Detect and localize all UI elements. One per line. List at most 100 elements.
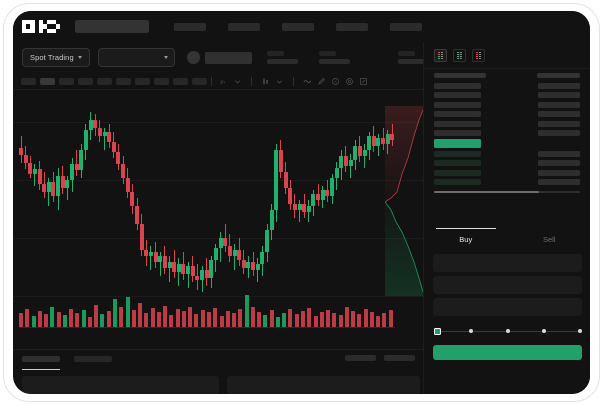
logo-cell [51,28,56,33]
volume-bar [250,307,255,327]
orderbook-ask-row[interactable] [434,119,580,129]
submit-order-button[interactable] [433,345,582,360]
timeframe-button-6[interactable] [116,77,131,85]
price-field[interactable] [433,254,582,272]
timeframe-button-1[interactable] [21,77,36,85]
candle-body [255,264,260,270]
candle-body [83,130,88,150]
volume-bar [200,310,205,327]
orders-action-1[interactable] [345,355,376,361]
market-type-dropdown[interactable]: Spot Trading [22,48,90,67]
chart-type-chevron-icon[interactable] [275,77,284,86]
orderbook-scrollbar[interactable] [434,191,580,193]
timeframe-button-4[interactable] [78,77,93,85]
candle-wick [350,154,352,178]
orderbook-ask-row[interactable] [434,91,580,101]
candle-body [218,238,223,248]
order-tab-buy[interactable]: Buy [424,228,508,250]
candle-body [251,262,256,270]
timeframe-button-9[interactable] [173,77,188,85]
nav-item-4[interactable] [336,22,368,31]
volume-bar [332,313,337,327]
order-tab-sell[interactable]: Sell [542,235,556,244]
timeframe-button-5[interactable] [97,77,112,85]
nav-item-3[interactable] [282,22,314,31]
candle-body [107,132,112,142]
volume-bar [150,308,155,327]
orderbook-mode-asks[interactable] [472,49,485,62]
volume-bar [50,307,55,327]
volume-bar [225,311,230,327]
magnet-icon[interactable] [331,77,340,86]
orders-action-2[interactable] [384,355,415,361]
volume-bar [238,309,243,327]
amount-percent-slider[interactable] [434,327,582,336]
okx-logo[interactable] [22,20,64,33]
candle-body [60,176,65,188]
orderbook-rows[interactable] [424,81,590,187]
amount-field[interactable] [433,276,582,294]
volume-bar [363,309,368,327]
orders-tab-1[interactable] [22,355,60,362]
price-chart[interactable] [13,90,423,349]
trading-pair-dropdown[interactable] [97,48,175,67]
timeframe-button-7[interactable] [135,77,150,85]
settings-gear-icon[interactable] [345,77,354,86]
timeframe-button-8[interactable] [154,77,169,85]
pencil-icon[interactable] [317,77,326,86]
candle-wick [66,176,68,200]
candle-body [65,180,70,188]
timeframe-button-3[interactable] [59,77,74,85]
chart-type-icon[interactable] [261,77,270,86]
candle-body [325,190,330,196]
timeframe-button-10[interactable] [192,77,207,85]
orderbook-price [434,150,481,157]
nav-item-1[interactable] [174,22,206,31]
interval-icon[interactable]: 1h [219,77,228,86]
total-field[interactable] [433,298,582,316]
candle-body [144,250,149,256]
volume-bar [288,309,293,327]
volume-bar [369,312,374,327]
fullscreen-icon[interactable] [359,77,368,86]
orderbook-last-price-row[interactable] [434,138,580,149]
search-input[interactable] [75,20,149,33]
slider-stop-75[interactable] [541,329,546,334]
orderbook-ask-row[interactable] [434,129,580,139]
orders-tab-2[interactable] [74,355,112,362]
orderbook-mode-both[interactable] [434,49,447,62]
candle-body [121,164,126,178]
volume-bar [94,305,99,327]
candle-body [278,150,283,172]
timeframe-button-2[interactable] [40,77,55,85]
orderbook-bid-row[interactable] [434,168,580,178]
volume-bar [119,307,124,327]
candle-body [37,169,42,184]
orderbook-bid-row[interactable] [434,178,580,188]
orderbook-mode-bids[interactable] [453,49,466,62]
orderbook-price [434,169,481,176]
orderbook-bid-row[interactable] [434,159,580,169]
nav-item-5[interactable] [390,22,422,31]
slider-stop-100[interactable] [578,329,582,334]
interval-chevron-icon[interactable] [233,77,242,86]
logo-cell [26,20,31,25]
orderbook-ask-row[interactable] [434,110,580,120]
candle-wick [299,200,301,222]
nav-item-2[interactable] [228,22,260,31]
slider-knob[interactable] [434,328,441,335]
candle-wick [34,164,36,186]
chevron-down-icon [77,56,82,59]
indicator-wave-icon[interactable] [303,77,312,86]
orderbook-ask-row[interactable] [434,100,580,110]
candle-body [70,164,75,180]
slider-stop-50[interactable] [505,329,510,334]
volume-bar [351,311,356,327]
slider-stop-25[interactable] [469,329,474,334]
volume-bar [175,309,180,327]
logo-cell [47,28,52,33]
orderbook-bid-row[interactable] [434,149,580,159]
logo-cell [26,28,31,33]
stat-value [266,59,298,64]
orderbook-ask-row[interactable] [434,81,580,91]
